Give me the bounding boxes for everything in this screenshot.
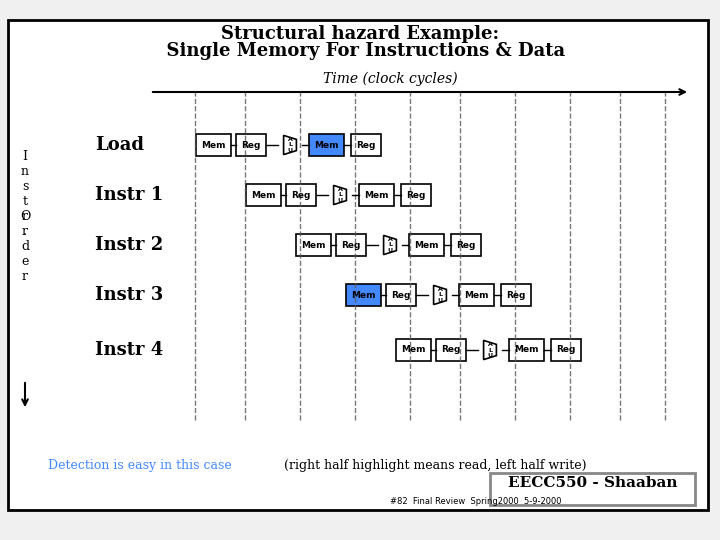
- Text: Load: Load: [95, 136, 144, 154]
- Bar: [551, 339, 581, 361]
- Text: Reg: Reg: [241, 140, 261, 150]
- Text: A
L
U: A L U: [387, 237, 392, 253]
- Bar: [409, 234, 444, 256]
- Polygon shape: [384, 235, 397, 254]
- Text: Single Memory For Instructions & Data: Single Memory For Instructions & Data: [154, 42, 566, 60]
- Bar: [509, 339, 544, 361]
- Text: Reg: Reg: [456, 240, 476, 249]
- Text: Mem: Mem: [314, 140, 338, 150]
- Bar: [451, 234, 481, 256]
- Bar: [336, 234, 366, 256]
- Polygon shape: [484, 340, 496, 360]
- Text: Reg: Reg: [292, 191, 311, 199]
- Bar: [436, 339, 466, 361]
- Text: Mem: Mem: [401, 346, 426, 354]
- Polygon shape: [333, 185, 346, 205]
- Text: Mem: Mem: [364, 191, 389, 199]
- Text: A
L
U: A L U: [287, 137, 292, 153]
- Text: I
n
s
t
r
.: I n s t r .: [21, 150, 29, 238]
- Text: Mem: Mem: [351, 291, 376, 300]
- Text: Mem: Mem: [202, 140, 226, 150]
- Bar: [309, 134, 344, 156]
- Bar: [246, 184, 281, 206]
- Bar: [351, 134, 381, 156]
- Bar: [196, 134, 231, 156]
- Text: Mem: Mem: [251, 191, 276, 199]
- Text: (right half highlight means read, left half write): (right half highlight means read, left h…: [280, 458, 587, 471]
- Text: Reg: Reg: [356, 140, 376, 150]
- Text: Mem: Mem: [514, 346, 539, 354]
- Text: Reg: Reg: [506, 291, 526, 300]
- Text: A
L
U: A L U: [338, 187, 343, 203]
- Text: Instr 2: Instr 2: [95, 236, 163, 254]
- Bar: [401, 184, 431, 206]
- Text: EECC550 - Shaaban: EECC550 - Shaaban: [508, 476, 678, 490]
- Text: Reg: Reg: [406, 191, 426, 199]
- Text: Instr 3: Instr 3: [95, 286, 163, 304]
- Text: Structural hazard Example:: Structural hazard Example:: [221, 25, 499, 43]
- Bar: [346, 284, 381, 306]
- Bar: [490, 473, 695, 505]
- Bar: [296, 234, 331, 256]
- Text: A
L
U: A L U: [487, 342, 492, 359]
- Bar: [286, 184, 316, 206]
- Polygon shape: [433, 286, 446, 305]
- Bar: [236, 134, 266, 156]
- Text: Reg: Reg: [341, 240, 361, 249]
- Text: Reg: Reg: [441, 346, 461, 354]
- Bar: [359, 184, 394, 206]
- Bar: [386, 284, 416, 306]
- Text: Mem: Mem: [414, 240, 438, 249]
- Text: Instr 4: Instr 4: [95, 341, 163, 359]
- Text: Reg: Reg: [391, 291, 410, 300]
- Text: Detection is easy in this case: Detection is easy in this case: [48, 458, 232, 471]
- Text: Mem: Mem: [464, 291, 489, 300]
- Text: Time (clock cycles): Time (clock cycles): [323, 72, 457, 86]
- Text: A
L
U: A L U: [438, 287, 443, 303]
- Text: O
r
d
e
r: O r d e r: [20, 210, 30, 283]
- Text: Mem: Mem: [301, 240, 325, 249]
- Text: Instr 1: Instr 1: [95, 186, 163, 204]
- Bar: [459, 284, 494, 306]
- Text: #82  Final Review  Spring2000  5-9-2000: #82 Final Review Spring2000 5-9-2000: [390, 497, 562, 507]
- Polygon shape: [284, 136, 297, 154]
- Text: Reg: Reg: [557, 346, 576, 354]
- Bar: [501, 284, 531, 306]
- Bar: [396, 339, 431, 361]
